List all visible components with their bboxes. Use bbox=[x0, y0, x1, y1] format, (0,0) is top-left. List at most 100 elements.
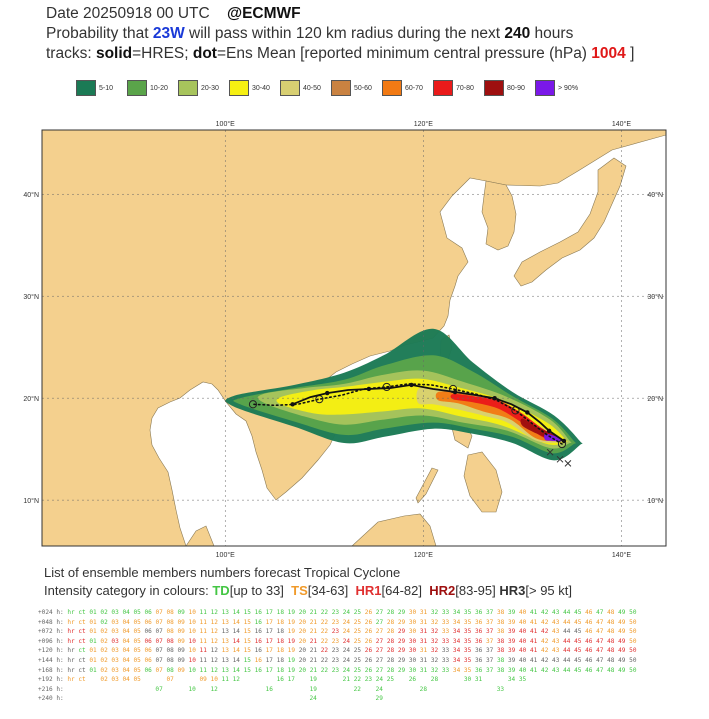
member-id: hr bbox=[67, 647, 75, 655]
legend-item: 20-30 bbox=[178, 80, 225, 96]
member-id: 18 bbox=[276, 666, 284, 674]
tick-label: 140°E bbox=[612, 120, 631, 128]
line3-text-b: =HRES; bbox=[132, 45, 193, 62]
member-id: 32 bbox=[430, 647, 439, 655]
member-id: 35 bbox=[463, 647, 472, 655]
member-id: 02 bbox=[100, 637, 108, 645]
member-id: 03 bbox=[111, 666, 119, 674]
member-id: 08 bbox=[166, 609, 174, 616]
member-id: 06 bbox=[144, 609, 152, 616]
member-id: 45 bbox=[574, 656, 582, 664]
member-id: 27 bbox=[375, 647, 384, 655]
hres-track-point bbox=[366, 386, 372, 392]
legend-label: 80-90 bbox=[507, 84, 525, 92]
intensity-label: Intensity category in colours: bbox=[44, 583, 213, 598]
hres-track-point bbox=[525, 410, 530, 415]
probability-legend: 5-10 10-20 20-30 30-40 40-50 50-60 60-70 70-80 8… bbox=[76, 78, 586, 98]
member-id: 27 bbox=[375, 637, 384, 645]
member-id: 41 bbox=[530, 656, 538, 664]
title-line-3: tracks: solid=HRES; dot=Ens Mean [report… bbox=[46, 44, 634, 63]
hres-track-point bbox=[409, 382, 414, 388]
member-id: 09 bbox=[177, 609, 185, 616]
hr2-range: [83-95] bbox=[455, 583, 496, 598]
member-id: 09 bbox=[177, 656, 185, 664]
member-id: 46 bbox=[585, 647, 593, 655]
member-id: 43 bbox=[552, 666, 560, 674]
member-id: 25 bbox=[353, 656, 362, 664]
member-id: 19 bbox=[309, 676, 317, 684]
legend-item: 60-70 bbox=[382, 80, 429, 96]
member-id: 41 bbox=[530, 618, 538, 626]
member-id: 23 bbox=[331, 618, 340, 626]
prob-contour-80-90 bbox=[520, 418, 564, 441]
legend-swatch bbox=[76, 80, 96, 96]
member-id: 10 bbox=[188, 685, 196, 693]
member-id: 40 bbox=[519, 647, 527, 655]
member-id: 15 bbox=[243, 609, 251, 616]
member-id: 29 bbox=[397, 618, 406, 626]
member-id: 07 bbox=[166, 676, 174, 684]
member-id: 34 bbox=[452, 637, 461, 645]
member-id: 36 bbox=[474, 666, 483, 674]
member-id: 35 bbox=[463, 618, 472, 626]
member-id: 47 bbox=[596, 628, 604, 636]
tick-label: 30°N bbox=[647, 293, 663, 301]
member-id: 27 bbox=[375, 618, 384, 626]
lead-time: +216 h: bbox=[38, 685, 68, 693]
legend-swatch bbox=[382, 80, 402, 96]
member-id: 10 bbox=[210, 676, 218, 684]
member-id: 05 bbox=[133, 628, 141, 636]
member-id: 02 bbox=[100, 666, 108, 674]
member-id: 46 bbox=[585, 618, 593, 626]
member-id: 36 bbox=[474, 609, 483, 616]
tick-label: 40°N bbox=[647, 191, 663, 199]
member-id: 16 bbox=[254, 647, 262, 655]
member-id: 30 bbox=[408, 666, 417, 674]
legend-label: 70-80 bbox=[456, 84, 474, 92]
member-id: 04 bbox=[122, 666, 130, 674]
member-id: 07 bbox=[155, 628, 163, 636]
member-id: 13 bbox=[221, 628, 229, 636]
member-id: 49 bbox=[618, 666, 626, 674]
hres-track-point bbox=[325, 390, 330, 396]
member-id: 28 bbox=[419, 685, 427, 693]
member-id: 10 bbox=[188, 637, 196, 645]
member-id: 20 bbox=[298, 618, 307, 626]
member-id: 37 bbox=[485, 656, 494, 664]
member-id: 33 bbox=[441, 628, 450, 636]
member-id: 29 bbox=[397, 637, 406, 645]
member-id: 44 bbox=[563, 647, 571, 655]
ensemble-mean-point bbox=[248, 400, 258, 409]
line2-text-c: hours bbox=[530, 25, 574, 42]
member-id: 46 bbox=[585, 666, 593, 674]
title-line-1: Date 20250918 00 UTC @ECMWF bbox=[46, 4, 301, 23]
legend-swatch bbox=[229, 80, 249, 96]
member-id: 07 bbox=[155, 618, 163, 626]
member-id: 36 bbox=[474, 647, 483, 655]
tick-label: 30°N bbox=[23, 293, 39, 301]
member-id: 41 bbox=[530, 666, 538, 674]
lead-time: +144 h: bbox=[38, 656, 68, 664]
member-id: 39 bbox=[507, 628, 516, 636]
tick-label: 40°N bbox=[23, 191, 39, 199]
member-id: 31 bbox=[419, 609, 428, 616]
member-id: 16 bbox=[276, 676, 284, 684]
member-id: 43 bbox=[552, 647, 560, 655]
member-id: 08 bbox=[166, 628, 174, 636]
tick-label: 140°E bbox=[612, 551, 631, 559]
member-id: 11 bbox=[199, 618, 207, 626]
member-id: 35 bbox=[463, 656, 472, 664]
member-id: 18 bbox=[276, 647, 284, 655]
member-id: 03 bbox=[111, 609, 119, 616]
solid-word: solid bbox=[95, 45, 133, 62]
member-id: 22 bbox=[320, 656, 329, 664]
member-id: 03 bbox=[111, 637, 119, 645]
legend-item: 50-60 bbox=[331, 80, 378, 96]
member-id: 13 bbox=[221, 609, 229, 616]
legend-label: 5-10 bbox=[99, 84, 114, 92]
member-id: 16 bbox=[254, 637, 262, 645]
hr1-range: [64-82] bbox=[381, 583, 422, 598]
member-id: 19 bbox=[287, 656, 296, 664]
member-id: 47 bbox=[596, 637, 604, 645]
member-id: 11 bbox=[199, 656, 207, 664]
